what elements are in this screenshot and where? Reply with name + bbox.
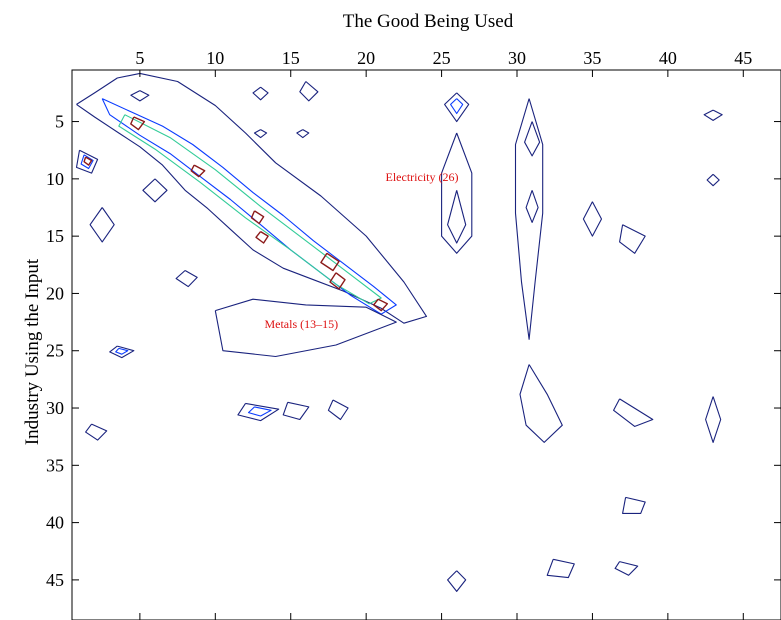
contour-line-38 xyxy=(703,109,723,121)
contour-line-10 xyxy=(525,190,539,223)
y-tick-label-45: 45 xyxy=(46,570,64,590)
contour-line-1 xyxy=(76,72,428,324)
contour-line-9 xyxy=(524,121,541,157)
x-tick-label-45: 45 xyxy=(734,48,752,68)
contour-line-43 xyxy=(253,129,268,139)
x-axis-ticks: 5 10 15 20 25 30 35 40 45 xyxy=(135,48,752,620)
contour-line-30 xyxy=(327,399,349,421)
x-tick-label-25: 25 xyxy=(433,48,451,68)
contour-line-19 xyxy=(255,230,269,244)
contour-line-27 xyxy=(85,423,108,441)
contour-line-31 xyxy=(282,401,310,421)
contour-line-23 xyxy=(175,270,198,288)
x-axis-title: The Good Being Used xyxy=(343,11,514,32)
contour-line-15 xyxy=(83,156,93,166)
contour-line-8 xyxy=(514,98,544,340)
contour-line-47 xyxy=(582,201,603,237)
contour-line-40 xyxy=(130,90,150,102)
contour-line-26 xyxy=(115,347,129,355)
x-tick-label-40: 40 xyxy=(659,48,677,68)
contour-line-24 xyxy=(214,298,397,358)
contour-line-22 xyxy=(373,298,388,312)
contour-line-6 xyxy=(441,132,473,254)
annotations: Electricity (26) Metals (13–15) xyxy=(264,170,458,331)
y-tick-label-25: 25 xyxy=(46,341,64,361)
contour-line-46 xyxy=(142,178,168,203)
y-axis-ticks: 5 10 15 20 25 30 35 40 45 xyxy=(46,112,781,590)
contour-line-33 xyxy=(705,396,722,443)
contour-line-42 xyxy=(299,81,319,102)
contour-line-41 xyxy=(252,86,269,101)
x-tick-label-15: 15 xyxy=(282,48,300,68)
contour-lines xyxy=(75,72,723,592)
annotation-2: Metals (13–15) xyxy=(264,317,338,331)
contour-line-3 xyxy=(118,114,382,305)
y-tick-label-15: 15 xyxy=(46,226,64,246)
x-tick-label-35: 35 xyxy=(583,48,601,68)
contour-line-36 xyxy=(546,558,575,579)
y-axis-title: Industry Using the Input xyxy=(22,258,43,445)
contour-line-11 xyxy=(519,364,563,443)
contour-line-12 xyxy=(619,224,646,254)
annotation-1: Electricity (26) xyxy=(386,170,459,184)
x-tick-label-5: 5 xyxy=(135,48,144,68)
contour-line-28 xyxy=(237,402,280,422)
contour-line-21 xyxy=(329,272,346,290)
contour-line-34 xyxy=(622,496,646,514)
x-tick-label-10: 10 xyxy=(206,48,224,68)
y-tick-label-30: 30 xyxy=(46,398,64,418)
y-tick-label-10: 10 xyxy=(46,169,64,189)
contour-line-13 xyxy=(75,149,99,174)
contour-line-32 xyxy=(613,398,654,427)
y-tick-label-20: 20 xyxy=(46,283,64,303)
plot-frame xyxy=(71,69,781,620)
y-tick-label-5: 5 xyxy=(55,112,64,132)
contour-line-5 xyxy=(450,98,464,115)
contour-line-25 xyxy=(109,345,135,359)
contour-line-20 xyxy=(320,252,340,272)
contour-line-35 xyxy=(614,561,639,576)
contour-line-2 xyxy=(101,98,397,315)
x-tick-label-20: 20 xyxy=(357,48,375,68)
contour-line-37 xyxy=(447,570,467,592)
contour-line-29 xyxy=(247,406,272,417)
contour-line-39 xyxy=(706,173,720,187)
contour-line-14 xyxy=(80,154,94,170)
contour-line-4 xyxy=(444,92,470,123)
contour-line-18 xyxy=(250,210,265,225)
y-tick-label-40: 40 xyxy=(46,513,64,533)
contour-line-16 xyxy=(130,116,146,131)
contour-line-45 xyxy=(89,207,115,243)
x-tick-label-30: 30 xyxy=(508,48,526,68)
contour-line-17 xyxy=(190,164,206,178)
contour-line-7 xyxy=(447,190,467,244)
y-tick-label-35: 35 xyxy=(46,455,64,475)
contour-line-44 xyxy=(296,129,310,139)
